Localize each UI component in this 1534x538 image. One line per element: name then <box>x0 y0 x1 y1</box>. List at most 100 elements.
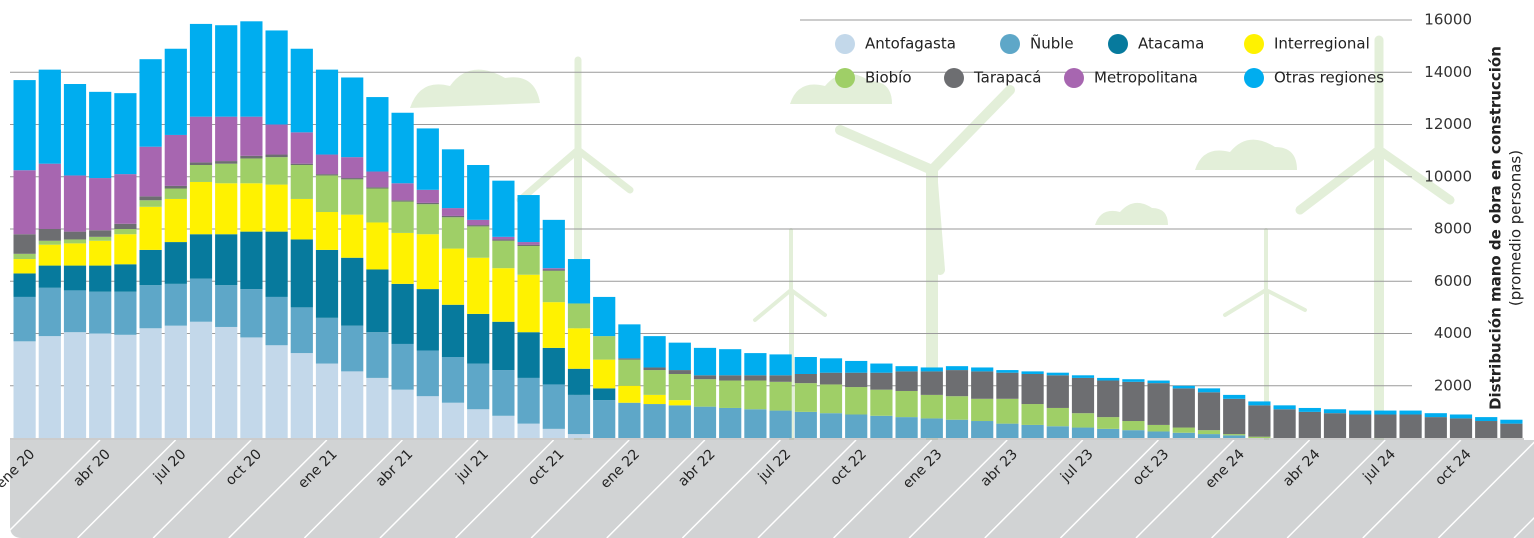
bar-segment <box>568 259 590 303</box>
bar-segment <box>1047 375 1069 408</box>
bar-segment <box>770 411 792 438</box>
bar-segment <box>39 288 61 336</box>
bar-segment <box>1122 382 1144 421</box>
bar-segment <box>1324 409 1346 413</box>
bar-segment <box>568 395 590 434</box>
bar-segment <box>240 183 262 231</box>
bar-segment <box>744 353 766 375</box>
bar-segment <box>1097 381 1119 418</box>
bar-segment <box>644 370 666 395</box>
bar-segment <box>492 268 514 322</box>
bar-segment <box>366 269 388 332</box>
bar-segment <box>568 328 590 368</box>
bar-segment <box>442 216 464 217</box>
bar-segment <box>114 174 136 224</box>
legend-swatch <box>1244 68 1264 88</box>
bar-segment <box>1349 414 1371 438</box>
bar-segment <box>795 412 817 438</box>
bar-segment <box>140 328 162 438</box>
legend-label: Interregional <box>1274 35 1370 53</box>
bar-segment <box>14 254 36 259</box>
bar-segment <box>770 354 792 375</box>
bar-segment <box>114 335 136 438</box>
bar-segment <box>618 403 640 438</box>
bar-segment <box>543 384 565 428</box>
bar-segment <box>39 241 61 245</box>
bar-segment <box>417 190 439 203</box>
bar-segment <box>1299 412 1321 438</box>
bar-segment <box>215 327 237 438</box>
legend-label: Atacama <box>1138 35 1204 53</box>
bar-segment <box>1047 373 1069 376</box>
bar-segment <box>1122 379 1144 382</box>
bar-segment <box>140 196 162 200</box>
bar-segment <box>366 189 388 223</box>
bar-segment <box>417 396 439 438</box>
bar-segment <box>215 25 237 116</box>
legend-label: Antofagasta <box>865 35 956 53</box>
bar-segment <box>39 336 61 438</box>
bar-segment <box>1248 437 1270 438</box>
bar-segment <box>946 366 968 370</box>
bar-segment <box>240 156 262 159</box>
bar-segment <box>140 59 162 147</box>
bar-segment <box>719 349 741 375</box>
bar-segment <box>316 318 338 364</box>
bar-segment <box>165 242 187 284</box>
bar-segment <box>291 199 313 239</box>
bar-segment <box>1324 413 1346 438</box>
bar-segment <box>291 165 313 199</box>
bar-segment <box>417 203 439 204</box>
y-tick-label: 16000 <box>1424 11 1472 29</box>
bar-segment <box>518 195 540 242</box>
bar-segment <box>1022 404 1044 425</box>
bar-segment <box>543 271 565 302</box>
bar-segment <box>971 367 993 371</box>
legend-label: Ñuble <box>1030 34 1074 53</box>
bar-segment <box>14 80 36 170</box>
bar-segment <box>341 326 363 372</box>
bar-segment <box>1223 435 1245 438</box>
bar-segment <box>644 367 666 370</box>
bar-segment <box>215 183 237 234</box>
bar-segment <box>240 232 262 289</box>
bar-segment <box>165 199 187 242</box>
bar-segment <box>392 284 414 344</box>
bar-segment <box>946 396 968 420</box>
bar-segment <box>64 243 86 265</box>
bar-segment <box>341 157 363 178</box>
bar-segment <box>1097 378 1119 381</box>
y-tick-label: 10000 <box>1424 167 1472 185</box>
bar-segment <box>1022 371 1044 374</box>
bar-segment <box>694 407 716 438</box>
bar-segment <box>744 375 766 380</box>
bar-segment <box>266 345 288 438</box>
bar-segment <box>820 413 842 438</box>
bar-segment <box>1148 383 1170 425</box>
bar-segment <box>392 390 414 438</box>
y-axis-title: Distribución mano de obra en construcció… <box>1487 46 1505 410</box>
bar-segment <box>543 220 565 268</box>
bar-segment <box>1072 378 1094 413</box>
bar-segment <box>845 387 867 414</box>
bar-segment <box>240 117 262 156</box>
bar-segment <box>1248 405 1270 436</box>
bar-segment <box>165 326 187 438</box>
bar-segment <box>417 204 439 234</box>
bar-segment <box>89 230 111 237</box>
bar-segment <box>896 366 918 371</box>
bar-segment <box>593 360 615 389</box>
bar-segment <box>114 292 136 335</box>
bar-segment <box>467 165 489 220</box>
bar-segment <box>39 70 61 164</box>
bar-segment <box>316 155 338 175</box>
bar-segment <box>291 164 313 165</box>
legend-swatch <box>835 68 855 88</box>
bar-segment <box>568 303 590 328</box>
bar-segment <box>644 336 666 367</box>
bar-segment <box>946 420 968 438</box>
bar-segment <box>644 395 666 404</box>
bar-segment <box>39 229 61 241</box>
bar-segment <box>669 374 691 400</box>
legend-swatch <box>1244 34 1264 54</box>
